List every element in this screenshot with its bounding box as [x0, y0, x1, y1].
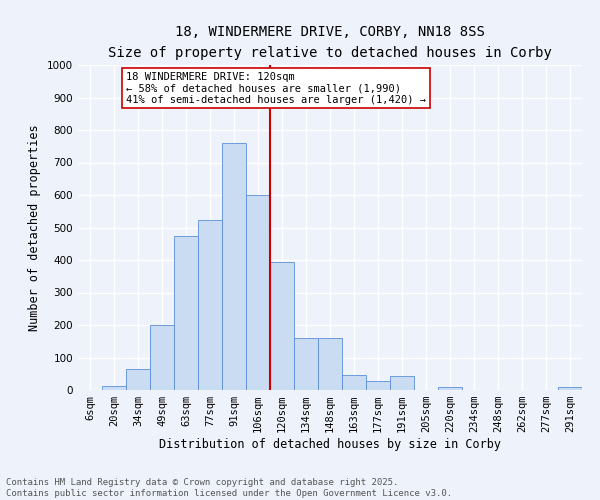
Bar	[558, 388, 582, 390]
Bar	[390, 376, 414, 390]
Bar	[198, 220, 222, 390]
Title: 18, WINDERMERE DRIVE, CORBY, NN18 8SS
Size of property relative to detached hous: 18, WINDERMERE DRIVE, CORBY, NN18 8SS Si…	[108, 25, 552, 59]
Y-axis label: Number of detached properties: Number of detached properties	[28, 124, 41, 331]
X-axis label: Distribution of detached houses by size in Corby: Distribution of detached houses by size …	[159, 438, 501, 451]
Text: 18 WINDERMERE DRIVE: 120sqm
← 58% of detached houses are smaller (1,990)
41% of : 18 WINDERMERE DRIVE: 120sqm ← 58% of det…	[126, 72, 426, 104]
Bar	[126, 369, 150, 390]
Bar	[150, 325, 174, 390]
Bar	[438, 387, 462, 390]
Bar	[246, 195, 270, 390]
Bar	[270, 262, 294, 390]
Bar	[174, 236, 198, 390]
Bar	[222, 143, 246, 390]
Bar	[342, 376, 366, 390]
Bar	[294, 338, 318, 390]
Text: Contains HM Land Registry data © Crown copyright and database right 2025.
Contai: Contains HM Land Registry data © Crown c…	[6, 478, 452, 498]
Bar	[366, 381, 390, 390]
Bar	[318, 338, 342, 390]
Bar	[102, 386, 126, 390]
